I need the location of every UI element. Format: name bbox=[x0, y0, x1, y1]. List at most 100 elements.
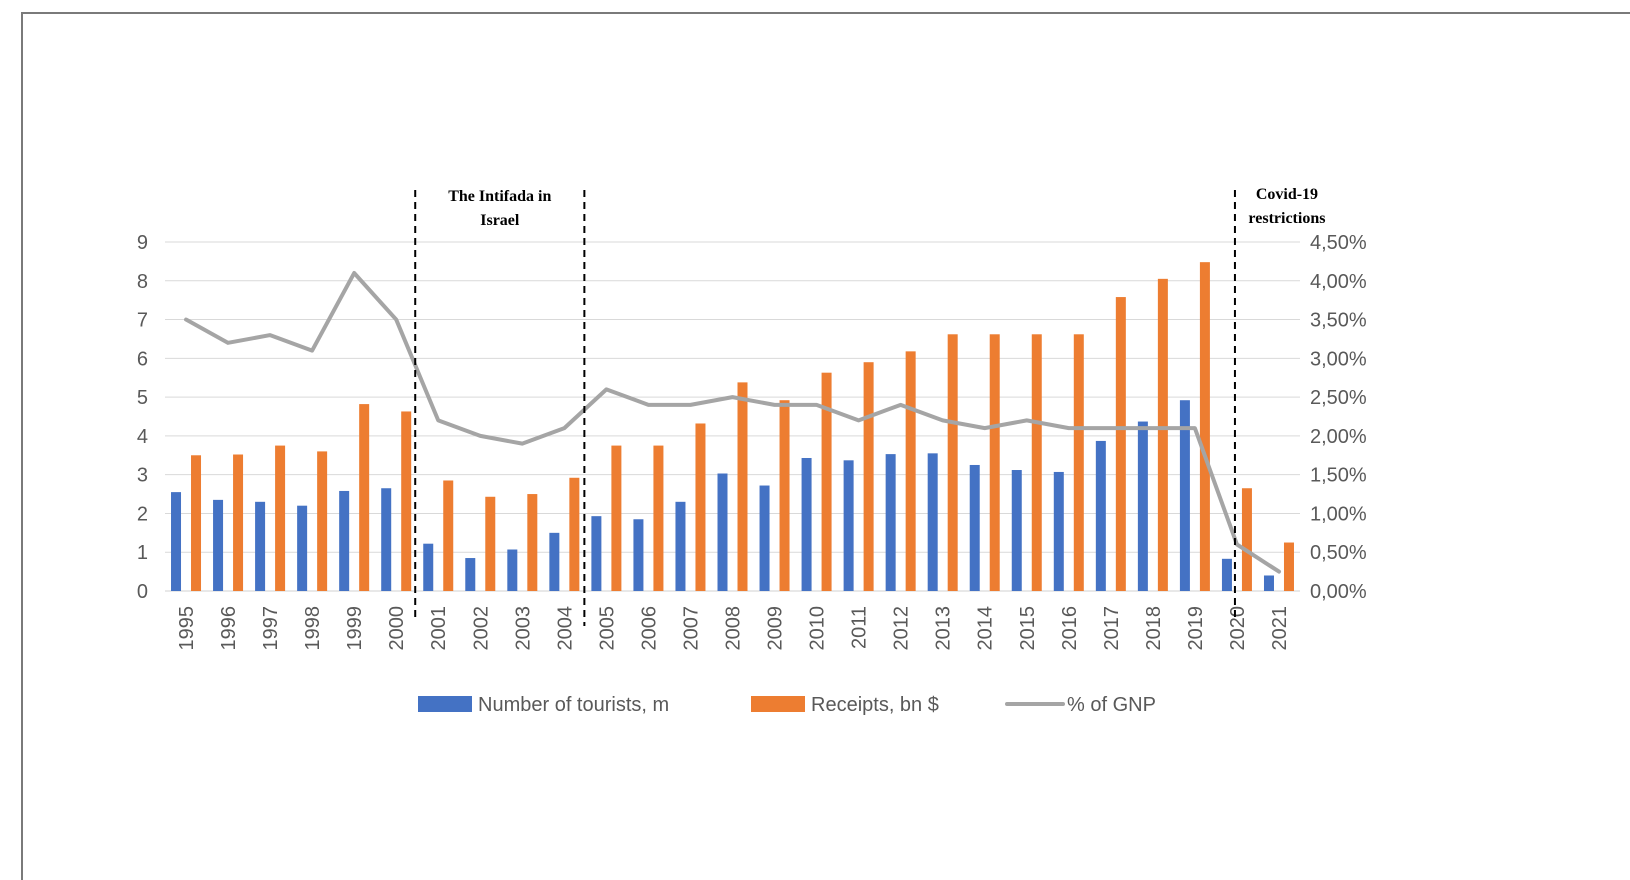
y-tick-label: 6 bbox=[137, 348, 148, 370]
receipts-bar bbox=[695, 423, 706, 591]
annotations: The Intifada in Israel Covid-19 restriction… bbox=[414, 186, 1325, 626]
receipts-bar bbox=[275, 445, 286, 591]
tourists-bar bbox=[1263, 575, 1274, 591]
y2-tick-label: 1,00% bbox=[1310, 503, 1367, 525]
receipts-bar bbox=[569, 477, 580, 591]
x-tick-label: 2020 bbox=[1227, 606, 1249, 651]
tourists-bar bbox=[675, 501, 686, 591]
x-tick-label: 1996 bbox=[218, 606, 240, 651]
x-tick-label: 2007 bbox=[680, 606, 702, 651]
x-tick-label: 1995 bbox=[176, 606, 198, 651]
tourists-bar bbox=[339, 490, 350, 591]
legend-label: Receipts, bn $ bbox=[811, 694, 939, 716]
y2-tick-label: 3,50% bbox=[1310, 310, 1367, 332]
tourists-bar bbox=[465, 558, 476, 591]
tourists-bar bbox=[1137, 421, 1148, 591]
chart-frame bbox=[21, 12, 1630, 880]
y2-tick-label: 4,50% bbox=[1310, 232, 1367, 254]
y-tick-label: 9 bbox=[137, 232, 148, 254]
tourists-bar bbox=[633, 519, 644, 591]
intifada-label: Israel bbox=[480, 212, 520, 229]
y2-tick-label: 0,50% bbox=[1310, 542, 1367, 564]
x-tick-label: 2021 bbox=[1269, 606, 1291, 651]
x-tick-label: 2005 bbox=[596, 606, 618, 651]
y2-tick-label: 4,00% bbox=[1310, 271, 1367, 293]
gridlines bbox=[165, 241, 1300, 592]
receipts-bar bbox=[863, 362, 874, 591]
tourists-bar bbox=[885, 454, 896, 591]
receipts-bar bbox=[821, 372, 832, 591]
tourists-bar bbox=[507, 549, 518, 591]
receipts-bar bbox=[947, 334, 958, 591]
x-tick-label: 2012 bbox=[891, 606, 913, 651]
covid-label: restrictions bbox=[1248, 210, 1325, 227]
tourists-bar bbox=[927, 453, 938, 591]
receipts-bar bbox=[359, 404, 370, 591]
receipts-bar bbox=[191, 455, 202, 591]
x-tick-label: 2016 bbox=[1059, 606, 1081, 651]
gnp-line bbox=[184, 271, 1281, 574]
receipts-bar bbox=[989, 334, 1000, 591]
x-axis-ticks: 1995 1996 1997 1998 1999 2000 2001 2002 2003 2004… bbox=[176, 606, 1291, 651]
covid-label: Covid-19 bbox=[1256, 186, 1318, 203]
y2-tick-label: 3,00% bbox=[1310, 348, 1367, 370]
y-tick-label: 3 bbox=[137, 465, 148, 487]
legend: Number of tourists, m Receipts, bn $ % of … bbox=[418, 694, 1156, 716]
y-tick-label: 0 bbox=[137, 581, 148, 603]
intifada-label: The Intifada in bbox=[448, 188, 551, 205]
x-tick-label: 2001 bbox=[428, 606, 450, 651]
tourists-bar bbox=[843, 460, 854, 591]
receipts-bar bbox=[779, 400, 790, 591]
x-tick-label: 2000 bbox=[386, 606, 408, 651]
tourists-bar bbox=[255, 501, 266, 591]
x-tick-label: 2013 bbox=[933, 606, 955, 651]
bars bbox=[171, 262, 1294, 591]
legend-label: Number of tourists, m bbox=[478, 694, 669, 716]
y-tick-label: 5 bbox=[137, 387, 148, 409]
y2-tick-label: 1,50% bbox=[1310, 465, 1367, 487]
receipts-bar bbox=[401, 411, 412, 591]
tourists-bar bbox=[1011, 470, 1022, 591]
receipts-bar bbox=[905, 351, 916, 591]
x-tick-label: 2014 bbox=[975, 606, 997, 651]
x-tick-label: 2009 bbox=[765, 606, 787, 651]
receipts-bar bbox=[1199, 262, 1210, 591]
receipts-bar bbox=[233, 454, 244, 591]
receipts-bar bbox=[443, 480, 454, 591]
x-tick-label: 2004 bbox=[554, 606, 576, 651]
tourists-bar bbox=[1221, 558, 1232, 591]
tourists-bar bbox=[969, 464, 980, 591]
receipts-bar bbox=[737, 382, 748, 591]
y2-tick-label: 2,00% bbox=[1310, 426, 1367, 448]
tourists-bar bbox=[171, 492, 182, 591]
x-tick-label: 2011 bbox=[849, 606, 871, 649]
tourists-bar bbox=[801, 457, 812, 591]
tourists-bar bbox=[717, 473, 728, 591]
receipts-bar bbox=[1283, 542, 1294, 591]
left-axis-ticks: 0 1 2 3 4 5 6 7 8 9 bbox=[137, 232, 148, 603]
x-tick-label: 2019 bbox=[1185, 606, 1207, 651]
legend-swatch-tourists bbox=[418, 696, 472, 712]
tourists-bar bbox=[1095, 440, 1106, 591]
y2-tick-label: 2,50% bbox=[1310, 387, 1367, 409]
x-tick-label: 2018 bbox=[1143, 606, 1165, 651]
tourists-bar bbox=[297, 505, 308, 591]
receipts-bar bbox=[1241, 488, 1252, 591]
receipts-bar bbox=[653, 445, 664, 591]
right-axis-ticks: 0,00% 0,50% 1,00% 1,50% 2,00% 2,50% 3,00% 3,50%… bbox=[1310, 232, 1367, 603]
x-tick-label: 2003 bbox=[512, 606, 534, 651]
receipts-bar bbox=[1031, 334, 1042, 591]
gnp-line-group bbox=[184, 271, 1281, 574]
y-tick-label: 1 bbox=[137, 542, 148, 564]
receipts-bar bbox=[317, 451, 328, 591]
tourists-bar bbox=[381, 488, 392, 591]
x-tick-label: 1999 bbox=[344, 606, 366, 651]
receipts-bar bbox=[1157, 278, 1168, 591]
y2-tick-label: 0,00% bbox=[1310, 581, 1367, 603]
tourists-bar bbox=[1179, 400, 1190, 591]
tourists-bar bbox=[1053, 471, 1064, 591]
receipts-bar bbox=[485, 496, 496, 591]
legend-label: % of GNP bbox=[1067, 694, 1156, 716]
x-tick-label: 2010 bbox=[807, 606, 829, 651]
